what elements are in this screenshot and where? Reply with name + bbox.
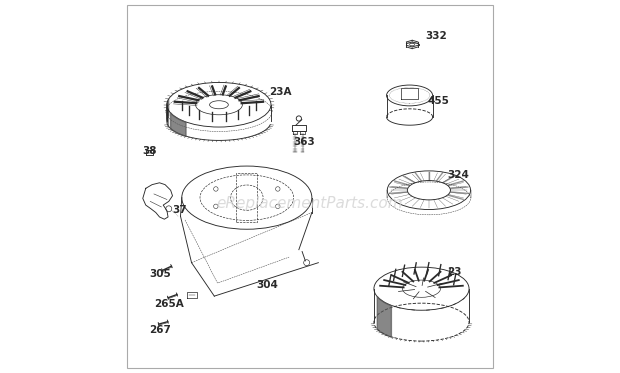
Text: 304: 304	[256, 280, 278, 290]
Text: 38: 38	[142, 146, 156, 156]
Text: 332: 332	[425, 31, 447, 41]
Text: 324: 324	[448, 170, 469, 181]
Text: 267: 267	[149, 325, 171, 335]
Text: 265A: 265A	[154, 298, 184, 308]
Text: 363: 363	[293, 137, 315, 147]
Text: 37: 37	[172, 204, 187, 214]
Text: 305: 305	[149, 269, 171, 279]
Text: 23: 23	[448, 267, 462, 277]
Text: 23A: 23A	[269, 87, 291, 97]
Text: eReplacementParts.com: eReplacementParts.com	[216, 196, 404, 211]
Text: 455: 455	[427, 96, 449, 106]
